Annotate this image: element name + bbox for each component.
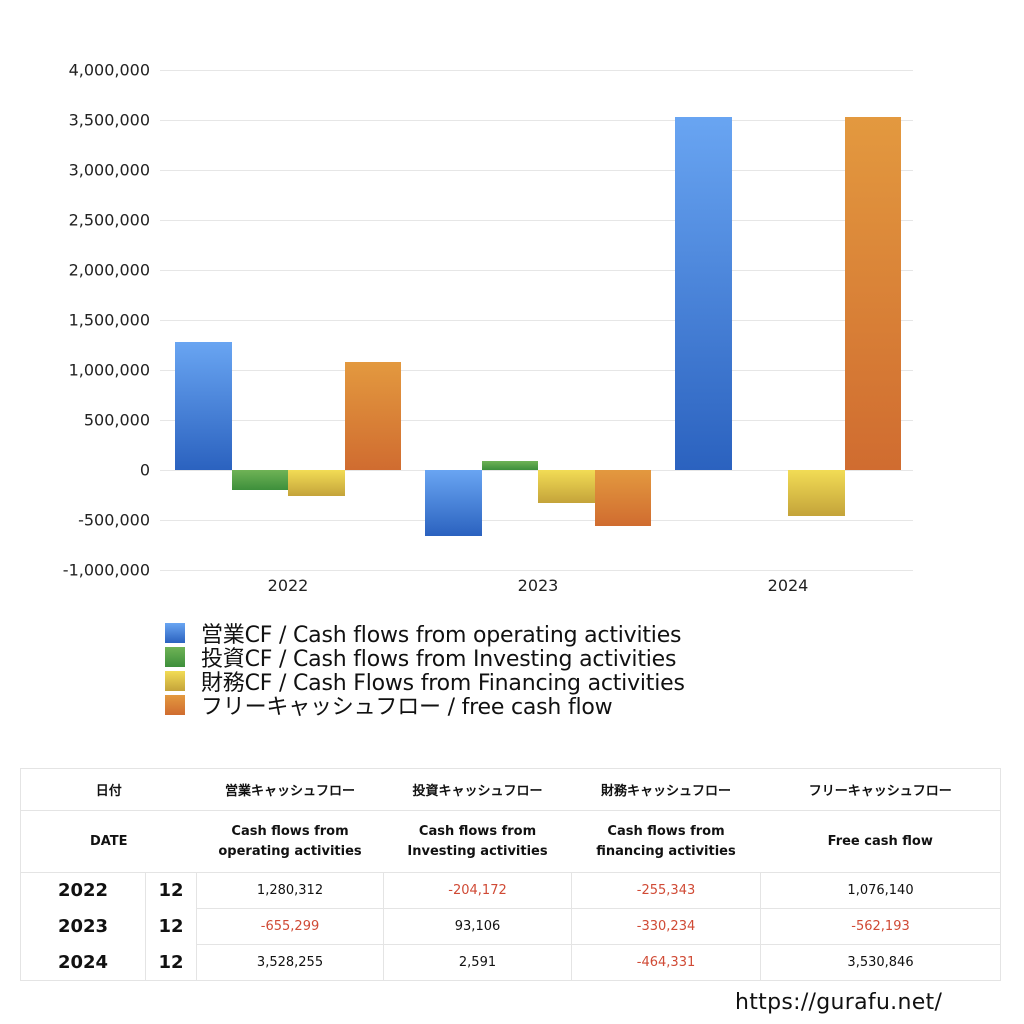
legend-item-operating: 営業CF / Cash flows from operating activit… xyxy=(165,621,685,648)
cell-month: 12 xyxy=(144,908,197,945)
header-investing-jp: 投資キャッシュフロー xyxy=(383,768,572,811)
legend-item-financing: 財務CF / Cash Flows from Financing activit… xyxy=(165,669,685,696)
gridline xyxy=(160,570,913,571)
y-tick-label: 3,000,000 xyxy=(68,160,150,180)
cell-operating: 1,280,312 xyxy=(196,872,384,909)
cell-year: 2022 xyxy=(20,872,146,909)
cell-free: 3,530,846 xyxy=(760,944,1002,981)
legend-label-financing: 財務CF / Cash Flows from Financing activit… xyxy=(201,671,685,696)
header-investing-en-line1: Cash flows from xyxy=(418,823,537,839)
legend-swatch-financing-icon xyxy=(165,671,185,691)
gridline xyxy=(160,70,913,71)
table-header-en: DATE Cash flows from operating activities… xyxy=(19,810,1002,873)
header-date-jp: 日付 xyxy=(19,768,197,811)
cell-year: 2023 xyxy=(20,908,146,945)
header-operating-jp: 営業キャッシュフロー xyxy=(196,768,384,811)
cell-free: -562,193 xyxy=(760,908,1002,945)
x-tick-2023: 2023 xyxy=(517,576,559,595)
gridline xyxy=(160,170,913,171)
y-tick-label: 2,500,000 xyxy=(68,210,150,230)
legend-label-investing: 投資CF / Cash flows from Investing activit… xyxy=(201,647,677,672)
cell-financing: -255,343 xyxy=(571,872,761,909)
y-tick-label: 0 xyxy=(139,460,150,480)
y-tick-label: 2,000,000 xyxy=(68,260,150,280)
gridline xyxy=(160,370,913,371)
legend-swatch-operating-icon xyxy=(165,623,185,643)
header-financing-en-line1: Cash flows from xyxy=(607,823,725,839)
table-row: 2024 12 3,528,255 2,591 -464,331 3,530,8… xyxy=(20,944,1002,981)
header-free-jp: フリーキャッシュフロー xyxy=(760,768,1002,811)
chart-legend: 営業CF / Cash flows from operating activit… xyxy=(165,621,685,720)
header-free-en: Free cash flow xyxy=(760,810,1002,873)
header-investing-en-line2: Investing activities xyxy=(407,843,548,859)
legend-item-investing: 投資CF / Cash flows from Investing activit… xyxy=(165,645,685,672)
header-financing-en: Cash flows from financing activities xyxy=(571,810,761,873)
legend-swatch-investing-icon xyxy=(165,647,185,667)
y-tick-label: 500,000 xyxy=(83,410,150,430)
cell-operating: -655,299 xyxy=(196,908,384,945)
bar-2023-series-1 xyxy=(481,460,538,470)
cell-operating: 3,528,255 xyxy=(196,944,384,981)
cell-investing: 2,591 xyxy=(383,944,572,981)
gridline xyxy=(160,420,913,421)
cell-financing: -464,331 xyxy=(571,944,761,981)
y-tick-label: 1,500,000 xyxy=(68,310,150,330)
bar-2024-series-3 xyxy=(844,116,901,470)
cell-month: 12 xyxy=(144,872,197,909)
header-operating-en-line1: Cash flows from xyxy=(231,823,349,839)
bar-2022-series-1 xyxy=(231,470,288,491)
header-date-en: DATE xyxy=(19,810,197,873)
bar-2022-series-3 xyxy=(344,362,401,470)
legend-item-free: フリーキャッシュフロー / free cash flow xyxy=(165,693,685,720)
bar-2024-series-0 xyxy=(675,117,732,470)
y-tick-label: 1,000,000 xyxy=(68,360,150,380)
bar-2023-series-0 xyxy=(425,470,482,536)
header-operating-en-line2: operating activities xyxy=(218,843,362,859)
bar-2023-series-3 xyxy=(594,470,651,527)
gridline xyxy=(160,270,913,271)
site-url-link[interactable]: https://gurafu.net/ xyxy=(735,990,943,1015)
x-tick-2022: 2022 xyxy=(267,576,309,595)
y-tick-label: -500,000 xyxy=(78,510,150,530)
header-investing-en: Cash flows from Investing activities xyxy=(383,810,572,873)
gridline xyxy=(160,320,913,321)
cell-financing: -330,234 xyxy=(571,908,761,945)
table-row: 2022 12 1,280,312 -204,172 -255,343 1,07… xyxy=(20,872,1002,909)
cell-investing: -204,172 xyxy=(383,872,572,909)
cell-investing: 93,106 xyxy=(383,908,572,945)
y-tick-label: -1,000,000 xyxy=(62,560,150,580)
gridline xyxy=(160,220,913,221)
legend-label-free: フリーキャッシュフロー / free cash flow xyxy=(201,695,613,720)
bar-2023-series-2 xyxy=(538,470,595,504)
y-tick-label: 3,500,000 xyxy=(68,110,150,130)
cash-flow-table: 日付 営業キャッシュフロー 投資キャッシュフロー 財務キャッシュフロー フリーキ… xyxy=(19,768,1002,981)
header-financing-en-line2: financing activities xyxy=(596,843,736,859)
bar-2022-series-2 xyxy=(288,470,345,496)
gridline xyxy=(160,470,913,471)
bar-2022-series-0 xyxy=(175,341,232,470)
gridline xyxy=(160,120,913,121)
cell-month: 12 xyxy=(144,944,197,981)
x-tick-2024: 2024 xyxy=(767,576,809,595)
legend-swatch-free-icon xyxy=(165,695,185,715)
cell-free: 1,076,140 xyxy=(760,872,1002,909)
legend-label-operating: 営業CF / Cash flows from operating activit… xyxy=(201,623,682,648)
bar-2024-series-2 xyxy=(788,470,845,517)
header-operating-en: Cash flows from operating activities xyxy=(196,810,384,873)
y-tick-label: 4,000,000 xyxy=(68,60,150,80)
header-financing-jp: 財務キャッシュフロー xyxy=(571,768,761,811)
table-row: 2023 12 -655,299 93,106 -330,234 -562,19… xyxy=(20,908,1002,945)
cell-year: 2024 xyxy=(20,944,146,981)
gridline xyxy=(160,520,913,521)
cash-flow-bar-chart: 4,000,000 3,500,000 3,000,000 2,500,000 2,00… xyxy=(62,60,913,595)
table-header-jp: 日付 営業キャッシュフロー 投資キャッシュフロー 財務キャッシュフロー フリーキ… xyxy=(19,768,1002,811)
